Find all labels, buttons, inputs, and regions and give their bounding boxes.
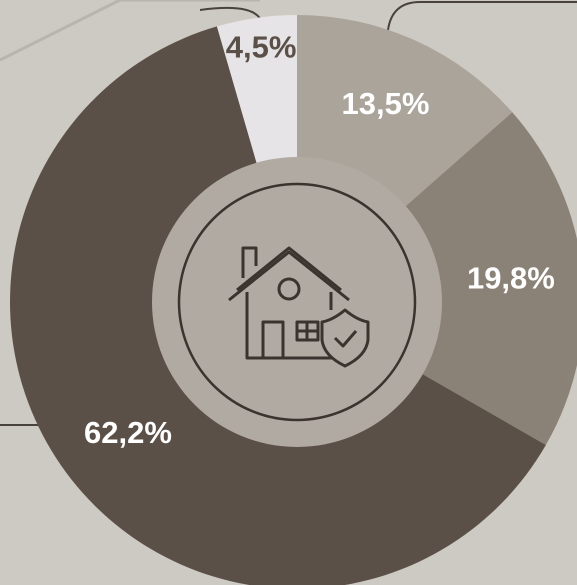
value-label: 19,8% (467, 261, 555, 296)
value-label: 4,5% (226, 30, 297, 65)
donut-hole (152, 157, 442, 447)
background-frame (387, 1, 577, 31)
background-line (0, 0, 260, 62)
value-label: 62,2% (84, 415, 172, 450)
center-ring (177, 182, 417, 422)
value-label: 13,5% (342, 86, 430, 121)
house-shield-icon (228, 246, 370, 368)
